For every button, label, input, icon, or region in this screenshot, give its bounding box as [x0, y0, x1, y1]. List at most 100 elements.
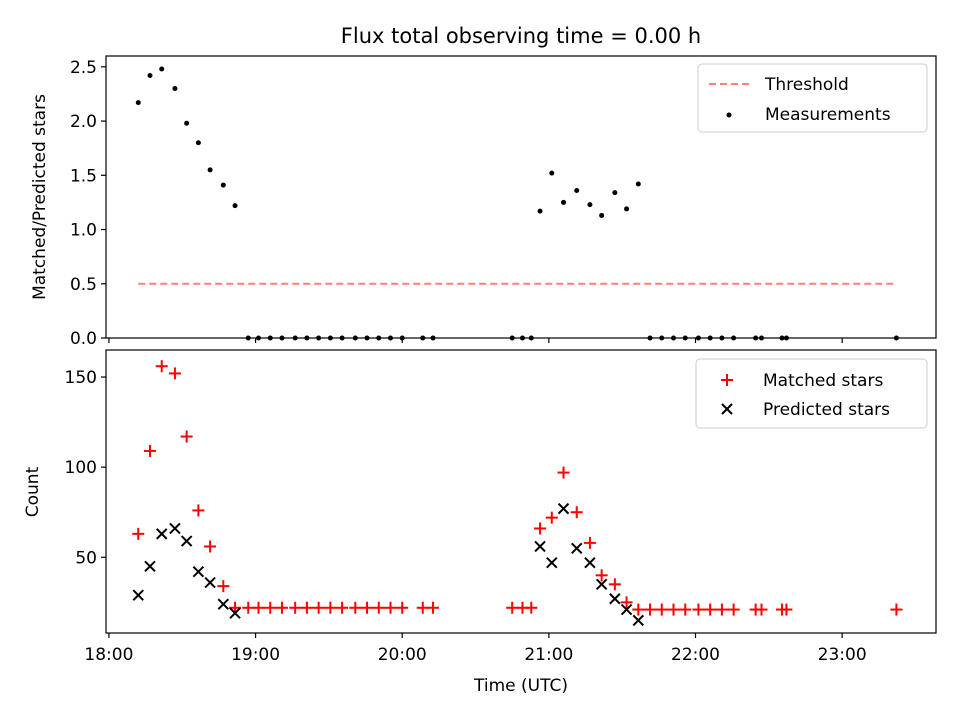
- bottom-x-tick-label: 18:00: [84, 645, 133, 665]
- matched-stars-point: [427, 601, 440, 614]
- matched-stars-point: [361, 601, 374, 614]
- measurements-point: [587, 202, 593, 208]
- predicted-stars-point: [229, 607, 241, 619]
- matched-stars-point: [715, 603, 728, 616]
- top-y-tick-label: 0.5: [70, 275, 97, 295]
- measurements-point: [599, 212, 605, 218]
- measurements-point: [172, 86, 178, 92]
- predicted-stars-point: [217, 598, 230, 610]
- matched-stars-point: [608, 578, 621, 591]
- matched-stars-point: [396, 601, 409, 614]
- top-y-tick-label: 2.5: [70, 58, 97, 78]
- predicted-stars-point: [534, 540, 546, 553]
- predicted-stars-point: [632, 614, 645, 627]
- matched-stars-point: [252, 601, 265, 614]
- bottom-y-tick-label: 50: [75, 548, 97, 568]
- matched-stars-point: [780, 603, 793, 616]
- top-y-tick-label: 1.5: [70, 166, 97, 186]
- matched-stars-point: [679, 603, 692, 616]
- top-data-layer: [135, 66, 899, 341]
- matched-stars-point: [336, 601, 349, 614]
- matched-stars-point: [168, 367, 181, 380]
- legend-predicted-swatch: [721, 403, 733, 415]
- measurements-point: [135, 100, 141, 106]
- matched-stars-point: [180, 430, 193, 443]
- matched-stars-point: [312, 601, 325, 614]
- bottom-legend: Matched stars Predicted stars: [695, 358, 928, 429]
- matched-stars-point: [667, 603, 680, 616]
- top-legend-box: [697, 63, 928, 133]
- matched-stars-point: [506, 601, 519, 614]
- matched-stars-point: [300, 601, 313, 614]
- measurements-point: [184, 120, 190, 126]
- predicted-stars-point: [180, 535, 193, 547]
- top-y-axis-label: Matched/Predicted stars: [30, 94, 50, 300]
- matched-stars-point: [324, 601, 337, 614]
- bottom-y-axis-label: Count: [23, 466, 43, 517]
- top-y-tick-label: 1.0: [70, 221, 97, 241]
- matched-stars-point: [755, 603, 768, 616]
- bottom-y-tick-label: 100: [65, 458, 97, 478]
- predicted-stars-point: [584, 556, 596, 569]
- predicted-stars-point: [571, 542, 583, 554]
- matched-stars-point: [372, 601, 385, 614]
- measurements-point: [549, 170, 555, 176]
- matched-stars-point: [242, 601, 255, 614]
- predicted-stars-point: [169, 522, 181, 535]
- matched-stars-point: [595, 569, 608, 582]
- bottom-x-tick-label: 22:00: [671, 645, 720, 665]
- bottom-x-tick-label: 19:00: [231, 645, 280, 665]
- matched-stars-point: [727, 603, 740, 616]
- matched-stars-point: [692, 603, 705, 616]
- matched-stars-point: [644, 603, 657, 616]
- legend-measurements-label: Measurements: [765, 105, 891, 125]
- matched-stars-point: [204, 540, 217, 553]
- matched-stars-point: [557, 466, 570, 479]
- matched-stars-point: [155, 360, 168, 373]
- predicted-stars-point: [595, 578, 608, 591]
- measurements-point: [561, 199, 567, 205]
- measurements-point: [159, 66, 165, 72]
- legend-measurements-swatch: [726, 112, 732, 118]
- measurements-point: [232, 203, 238, 209]
- matched-stars-point: [289, 601, 302, 614]
- matched-stars-point: [132, 527, 145, 540]
- measurements-point: [220, 182, 226, 188]
- bottom-x-tick-label: 21:00: [524, 645, 573, 665]
- bottom-axis-ticks: 50 100 150 18:00 19:00 20:00 21:00 22:00 23:00: [65, 368, 867, 665]
- measurements-point: [574, 187, 580, 193]
- bottom-x-axis-label: Time (UTC): [473, 676, 568, 696]
- measurements-point: [195, 140, 201, 146]
- matched-stars-point: [143, 444, 156, 457]
- top-plot-frame: [105, 55, 937, 339]
- matched-stars-point: [632, 603, 645, 616]
- matched-stars-point: [264, 601, 277, 614]
- matched-stars-point: [525, 601, 538, 614]
- measurements-point: [207, 167, 213, 173]
- bottom-y-tick-label: 150: [65, 368, 97, 388]
- top-y-tick-label: 0.0: [70, 329, 97, 349]
- matched-stars-point: [655, 603, 668, 616]
- matched-stars-point: [704, 603, 717, 616]
- top-y-tick-label: 2.0: [70, 112, 97, 132]
- measurements-point: [635, 181, 641, 187]
- matched-stars-point: [890, 603, 903, 616]
- matched-stars-point: [349, 601, 362, 614]
- predicted-stars-point: [620, 603, 633, 616]
- top-axis-ticks: 0.0 0.5 1.0 1.5 2.0 2.5: [70, 58, 843, 349]
- matched-stars-point: [217, 580, 230, 593]
- bottom-legend-box: [695, 358, 928, 429]
- predicted-stars-point: [204, 576, 216, 589]
- matched-stars-point: [534, 522, 547, 535]
- top-legend: Threshold Measurements: [697, 63, 928, 133]
- bottom-x-tick-label: 23:00: [818, 645, 867, 665]
- predicted-stars-point: [557, 502, 570, 515]
- matched-stars-point: [620, 596, 633, 609]
- matched-stars-point: [583, 536, 596, 549]
- matched-stars-point: [416, 601, 429, 614]
- matched-stars-point: [570, 506, 583, 519]
- legend-matched-swatch: [721, 374, 733, 386]
- predicted-stars-point: [546, 556, 558, 569]
- legend-predicted-label: Predicted stars: [763, 400, 890, 420]
